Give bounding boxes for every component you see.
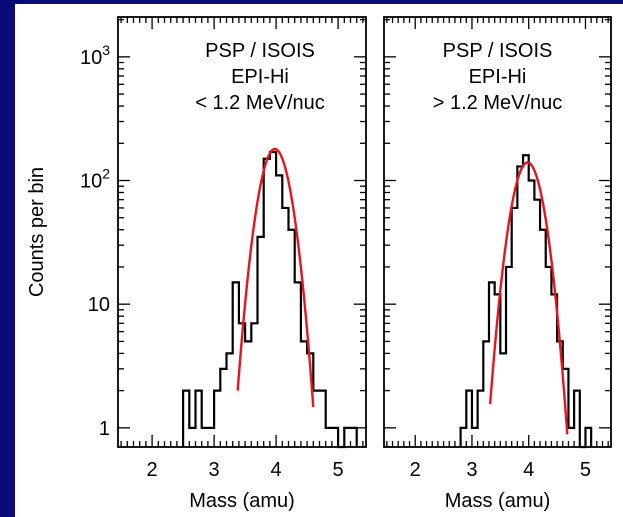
- histogram-steps: [182, 150, 358, 449]
- y-axis-title: Counts per bin: [26, 167, 48, 297]
- panel-annotation-line: > 1.2 MeV/nuc: [433, 92, 563, 114]
- panel-annotation-line: EPI-Hi: [469, 66, 527, 88]
- y-tick-label: 10: [88, 294, 110, 316]
- histogram-steps: [459, 154, 593, 449]
- x-tick-label: 4: [523, 459, 534, 481]
- x-tick-label: 2: [147, 459, 158, 481]
- y-tick-label: 103: [80, 42, 110, 69]
- x-axis-title: Mass (amu): [189, 490, 295, 512]
- y-tick-label: 1: [99, 418, 110, 440]
- y-tick-base: 10: [80, 171, 102, 193]
- x-tick-label: 3: [466, 459, 477, 481]
- y-tick-exponent: 3: [102, 42, 110, 58]
- y-tick-label: 102: [80, 166, 110, 193]
- x-tick-label: 2: [410, 459, 421, 481]
- y-tick-base: 10: [80, 47, 102, 69]
- gaussian-fit-curve: [488, 161, 569, 435]
- y-tick-exponent: 2: [102, 166, 110, 182]
- plot-frame: [383, 16, 612, 448]
- chart-panel-2: 2 3 4 5 PSP / ISOIS EPI-Hi > 1.2 MeV/nuc Mass (…: [383, 16, 612, 512]
- x-tick-label: 5: [580, 459, 591, 481]
- x-tick-label: 5: [333, 459, 344, 481]
- panel-annotation-line: PSP / ISOIS: [443, 40, 553, 62]
- x-tick-label: 4: [271, 459, 282, 481]
- panel-annotation-line: PSP / ISOIS: [205, 40, 315, 62]
- panel-annotation-line: EPI-Hi: [231, 66, 289, 88]
- x-axis-title: Mass (amu): [445, 490, 551, 512]
- figure-canvas: 2 3 4 5 1 10 102 103 PSP / ISOIS EPI-Hi < 1.2 MeV/…: [15, 4, 623, 517]
- plot-frame: [117, 16, 367, 448]
- panel-annotation-line: < 1.2 MeV/nuc: [195, 92, 325, 114]
- x-tick-label: 3: [209, 459, 220, 481]
- gaussian-fit-curve: [236, 147, 315, 408]
